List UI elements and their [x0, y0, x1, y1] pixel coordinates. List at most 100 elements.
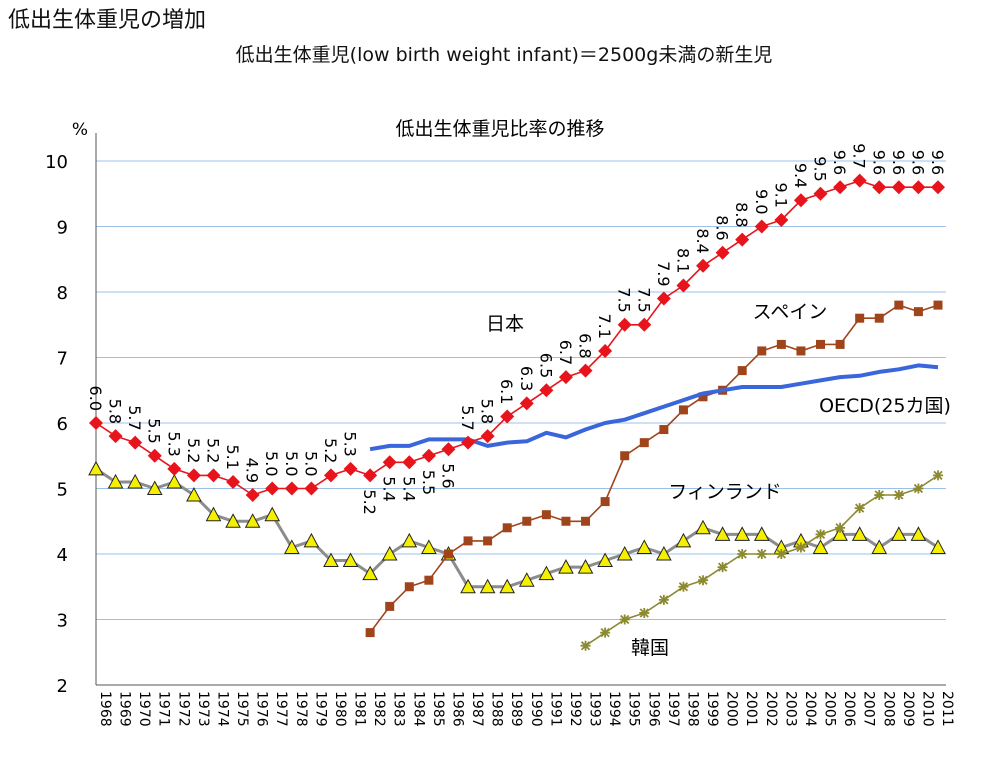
x-tick-label: 1969 — [117, 691, 133, 727]
x-tick-label: 1980 — [332, 691, 348, 727]
data-point-square — [385, 601, 395, 611]
data-label: 4.9 — [243, 458, 262, 483]
data-label: 7.5 — [615, 287, 634, 312]
data-point-triangle — [616, 545, 633, 561]
data-point-diamond — [128, 435, 143, 450]
series-label: フィンランド — [668, 481, 782, 503]
data-label: 9.6 — [889, 150, 908, 175]
x-tick-label: 2000 — [724, 691, 740, 727]
data-label: 9.0 — [752, 189, 771, 214]
data-point-triangle — [88, 460, 104, 476]
data-point-star — [717, 562, 728, 573]
data-label: 5.0 — [301, 451, 320, 476]
data-label: 5.8 — [478, 399, 497, 424]
data-point-triangle — [166, 473, 183, 489]
data-label: 5.8 — [106, 399, 125, 424]
data-label: 9.1 — [771, 182, 790, 207]
data-point-star — [756, 549, 767, 559]
data-point-triangle — [753, 526, 770, 541]
data-point-triangle — [264, 506, 281, 522]
data-point-triangle — [558, 559, 574, 574]
data-point-diamond — [539, 383, 554, 398]
x-tick-label: 1991 — [547, 691, 563, 727]
data-point-diamond — [480, 429, 495, 444]
data-point-square — [698, 392, 708, 402]
data-point-star — [913, 483, 924, 494]
data-point-triangle — [127, 473, 143, 489]
x-tick-label: 1972 — [175, 691, 191, 727]
x-tick-label: 1985 — [430, 691, 446, 727]
data-point-square — [581, 516, 591, 526]
data-point-diamond — [343, 461, 358, 476]
data-point-diamond — [598, 343, 613, 358]
data-point-square — [757, 346, 767, 356]
data-point-diamond — [735, 232, 750, 247]
data-label: 5.2 — [360, 489, 379, 514]
y-tick-label: 8 — [57, 283, 68, 304]
data-point-star — [795, 542, 806, 553]
data-point-diamond — [578, 363, 593, 378]
data-point-diamond — [715, 245, 730, 260]
data-point-star — [619, 614, 630, 625]
series-triangle — [88, 460, 946, 594]
data-label: 9.6 — [869, 150, 888, 175]
data-point-square — [483, 536, 493, 546]
data-label: 6.1 — [497, 379, 516, 404]
x-tick-label: 1992 — [567, 691, 583, 727]
y-tick-label: 5 — [57, 480, 68, 501]
data-point-square — [659, 425, 669, 435]
data-point-triangle — [851, 526, 868, 541]
data-label: 6.5 — [536, 353, 555, 378]
data-point-star — [678, 581, 689, 592]
data-label: 9.4 — [791, 163, 810, 188]
y-tick-label: 4 — [57, 545, 68, 566]
data-point-triangle — [930, 539, 946, 554]
data-point-square — [443, 549, 453, 559]
data-point-triangle — [225, 513, 241, 528]
data-label: 7.1 — [595, 313, 614, 338]
data-label: 9.7 — [850, 143, 869, 168]
data-point-square — [874, 313, 884, 323]
data-label: 9.6 — [830, 150, 849, 175]
x-tick-label: 2001 — [743, 691, 759, 727]
data-point-triangle — [812, 539, 829, 554]
data-point-triangle — [421, 539, 437, 554]
data-point-star — [815, 529, 826, 540]
data-point-diamond — [676, 278, 691, 293]
data-point-triangle — [460, 578, 476, 594]
data-point-star — [698, 575, 709, 586]
data-point-diamond — [382, 455, 397, 470]
data-point-star — [893, 490, 904, 501]
data-point-diamond — [461, 435, 476, 450]
data-label: 5.2 — [321, 438, 340, 463]
grid-layer — [96, 160, 946, 686]
data-label: 5.3 — [341, 431, 360, 456]
data-point-star — [854, 503, 865, 514]
series-line — [95, 467, 939, 589]
data-point-diamond — [774, 212, 789, 227]
data-label: 5.0 — [282, 451, 301, 476]
x-tick-label: 2007 — [861, 691, 877, 727]
data-label: 6.7 — [556, 340, 575, 365]
x-tick-label: 1976 — [254, 691, 270, 727]
data-label: 5.1 — [223, 444, 242, 469]
x-tick-label: 1995 — [626, 691, 642, 727]
data-point-triangle — [871, 539, 888, 554]
data-point-triangle — [656, 545, 672, 561]
data-point-diamond — [656, 291, 671, 306]
data-point-star — [737, 549, 748, 559]
series-label: OECD(25カ国) — [819, 395, 951, 417]
data-point-diamond — [911, 180, 926, 195]
data-point-star — [639, 607, 650, 618]
data-label: 8.6 — [713, 215, 732, 240]
data-point-star — [874, 490, 885, 501]
data-point-diamond — [284, 481, 299, 496]
data-label: 8.1 — [673, 248, 692, 273]
data-point-square — [463, 536, 473, 546]
x-tick-label: 1983 — [391, 691, 407, 727]
data-point-diamond — [852, 173, 867, 188]
data-point-diamond — [617, 317, 632, 332]
data-point-triangle — [362, 565, 378, 581]
data-labels-layer: 6.05.8 5.75.55.3 5.2 5.2 5.14.9 5.0 5.0 5.05.2 5… — [86, 143, 947, 515]
